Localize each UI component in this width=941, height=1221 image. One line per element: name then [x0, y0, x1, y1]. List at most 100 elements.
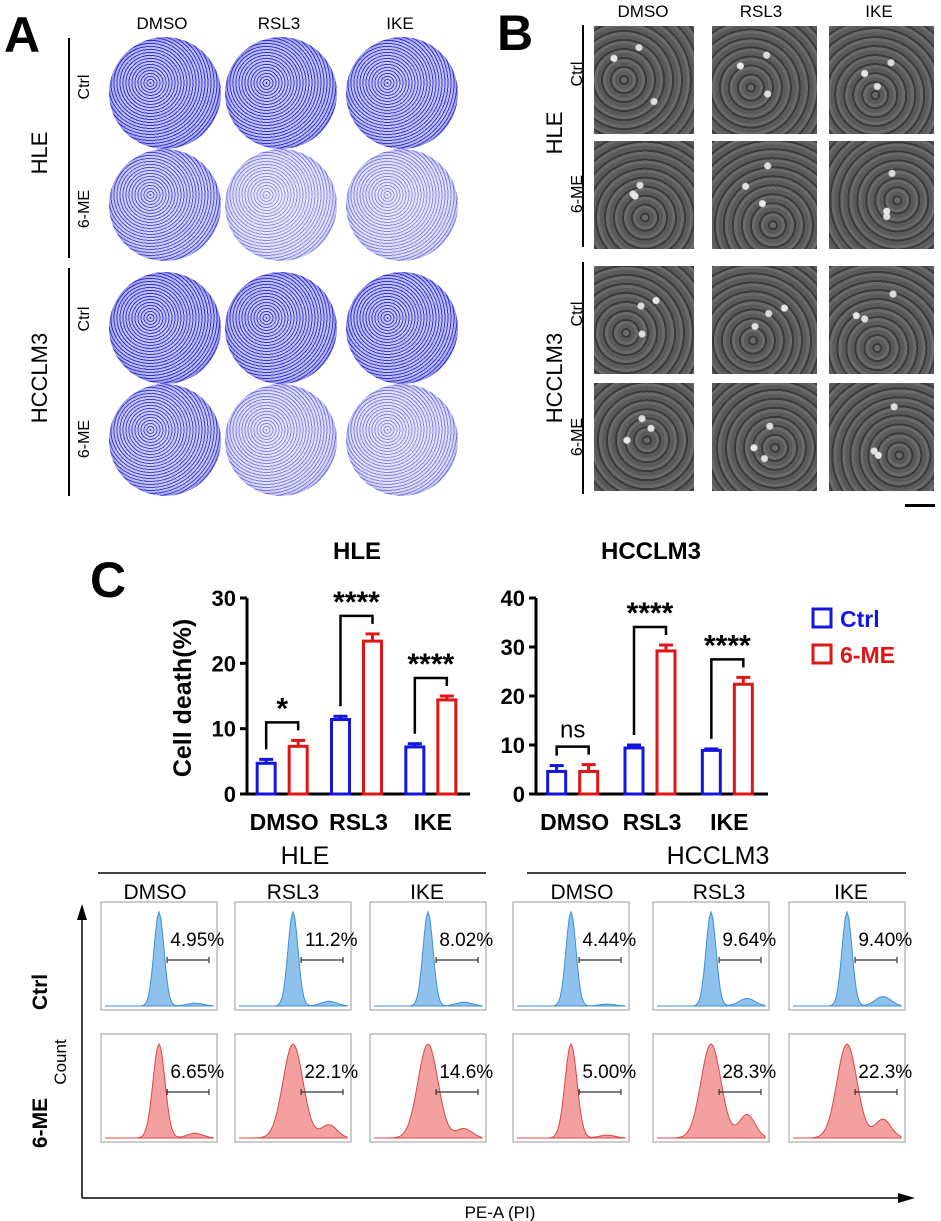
panel-letter-a: A: [4, 7, 41, 63]
sig-label-1-1: ****: [627, 597, 674, 630]
flow-panel-0-0-0: 4.95%: [100, 901, 224, 1011]
bar-charts: HLE 0 10 20 30 Cell death(%) DMSO * RSL3 **** IKE *…: [169, 538, 895, 835]
bar-0-1-0: [330, 718, 351, 796]
histogram-0-1-1: [239, 1043, 348, 1139]
panel-b-hle-label: HLE: [542, 111, 567, 155]
histogram-0-0-2: [374, 910, 483, 1007]
x-tick-label-1-1: RSL3: [623, 809, 682, 835]
scale-bar: [905, 504, 935, 507]
panel-a-row-6me-1: 6-ME: [76, 189, 93, 229]
y-tick-label-1-20: 20: [501, 684, 525, 709]
flow-panel-0-1-2: 14.6%: [369, 1033, 493, 1143]
dish-hcclm3-ctrl-rsl3: [225, 272, 337, 384]
panel-a-row-ctrl-1: Ctrl: [76, 74, 93, 100]
dish-hcclm3-6me-rsl3: [225, 384, 337, 496]
panel-a-col-rsl3: RSL3: [257, 14, 301, 33]
bar-1-0-0: [546, 769, 568, 796]
flow-y-arrow: [77, 904, 87, 920]
y-tick-label-0-10: 10: [212, 717, 236, 742]
dish-hcclm3-ctrl-ike: [346, 272, 458, 384]
panel-b-row-ctrl-1: Ctrl: [569, 61, 586, 87]
bar-0-2-1: [436, 698, 458, 796]
flow-panel-1-0-1: 9.64%: [652, 901, 776, 1011]
dish-hle-ctrl-ike: [346, 37, 458, 149]
micrograph-hle-ctrl-rsl3: [712, 26, 817, 134]
panel-b-col-ike: IKE: [865, 2, 893, 21]
bar-1-2-0: [700, 748, 722, 796]
flow-cytometry-histograms: HLE DMSO RSL3 IKE HCCLM3 DMSO RSL3 IKE Count PE-A…: [29, 842, 915, 1221]
flow-panel-1-1-1: 28.3%: [652, 1033, 776, 1143]
flow-percent-1-1-0: 5.00%: [582, 1062, 636, 1083]
flow-x-label: PE-A (PI): [465, 1203, 536, 1221]
flow-x-arrow: [898, 1193, 915, 1203]
bar-0-0-1: [287, 744, 309, 796]
legend-label-0: Ctrl: [840, 606, 880, 632]
x-tick-label-0-0: DMSO: [250, 809, 319, 835]
micrograph-hle-ctrl-ike: [829, 26, 934, 134]
micrograph-hle-6me-dmso: [594, 141, 694, 249]
dish-hle-ctrl-rsl3: [225, 37, 337, 149]
flow-group-title-0: HLE: [281, 842, 330, 870]
flow-percent-1-1-2: 22.3%: [858, 1062, 912, 1083]
flow-percent-0-1-0: 6.65%: [170, 1062, 224, 1083]
panel-a-hcclm3-bracket: [68, 268, 70, 496]
panel-a-col-ike: IKE: [386, 14, 414, 33]
flow-group-title-1: HCCLM3: [667, 842, 770, 870]
panel-a-row-ctrl-2: Ctrl: [76, 306, 93, 332]
histogram-1-1-0: [517, 1042, 626, 1139]
panel-b-hle-bracket: [582, 25, 584, 247]
panel-letter-c: C: [90, 552, 127, 608]
x-tick-label-1-2: IKE: [710, 809, 748, 835]
bar-chart-title-0: HLE: [333, 538, 381, 565]
x-tick-label-0-1: RSL3: [329, 809, 388, 835]
flow-col-label-0-0: DMSO: [124, 881, 187, 904]
panel-b-col-dmso: DMSO: [617, 2, 669, 21]
flow-percent-0-1-2: 14.6%: [439, 1062, 493, 1083]
flow-row-label-0: Ctrl: [29, 974, 52, 1010]
y-tick-label-1-40: 40: [501, 586, 525, 611]
histogram-0-0-0: [105, 910, 214, 1007]
bar-chart-title-1: HCCLM3: [601, 538, 701, 565]
histogram-1-0-2: [793, 910, 902, 1007]
micrograph-hle-6me-ike: [829, 141, 934, 249]
panel-b-row-6me-2: 6-ME: [569, 417, 586, 457]
bar-1-1-1: [655, 649, 677, 796]
bar-0-0-0: [255, 761, 277, 796]
bar-0-1-1: [362, 639, 383, 796]
panel-letter-b: B: [497, 5, 534, 61]
panel-b-row-6me-1: 6-ME: [569, 174, 586, 214]
sig-label-1-2: ****: [704, 629, 751, 662]
x-tick-label-1-0: DMSO: [540, 809, 609, 835]
panel-b-hcclm3-bracket: [582, 262, 584, 494]
histogram-1-1-1: [657, 1043, 766, 1139]
panel-b-hcclm3-label: HCCLM3: [542, 332, 567, 424]
dish-hcclm3-6me-ike: [346, 384, 458, 496]
micrograph-hcclm3-6me-rsl3: [712, 383, 817, 491]
sig-label-0-2: ****: [407, 648, 454, 681]
micrograph-hcclm3-6me-ike: [829, 383, 934, 491]
flow-col-label-1-2: IKE: [834, 881, 868, 904]
panel-b-row-ctrl-2: Ctrl: [569, 301, 586, 327]
y-tick-label-1-30: 30: [501, 635, 525, 660]
dish-hle-6me-dmso: [109, 149, 221, 261]
histogram-1-0-0: [517, 910, 626, 1007]
histogram-0-0-1: [239, 910, 348, 1007]
flow-panel-1-0-2: 9.40%: [788, 901, 912, 1011]
flow-percent-1-0-1: 9.64%: [722, 930, 776, 951]
flow-percent-0-0-1: 11.2%: [305, 930, 358, 951]
flow-col-label-0-1: RSL3: [267, 881, 320, 904]
sig-bracket-0-1: [339, 614, 374, 707]
y-tick-label-0-0: 0: [224, 782, 236, 807]
panel-a-hcclm3-label: HCCLM3: [27, 332, 52, 424]
sig-bracket-1-0: [555, 745, 590, 756]
flow-col-label-1-1: RSL3: [693, 881, 746, 904]
bar-0-2-0: [404, 745, 426, 796]
flow-percent-0-1-1: 22.1%: [304, 1062, 358, 1083]
y-axis-label: Cell death(%): [169, 619, 197, 777]
micrograph-hcclm3-ctrl-dmso: [594, 266, 694, 374]
flow-percent-1-1-1: 28.3%: [722, 1062, 776, 1083]
flow-percent-1-0-2: 9.40%: [858, 930, 912, 951]
micrograph-hcclm3-6me-dmso: [594, 383, 694, 491]
y-tick-label-1-0: 0: [513, 782, 525, 807]
flow-percent-1-0-0: 4.44%: [582, 930, 636, 951]
